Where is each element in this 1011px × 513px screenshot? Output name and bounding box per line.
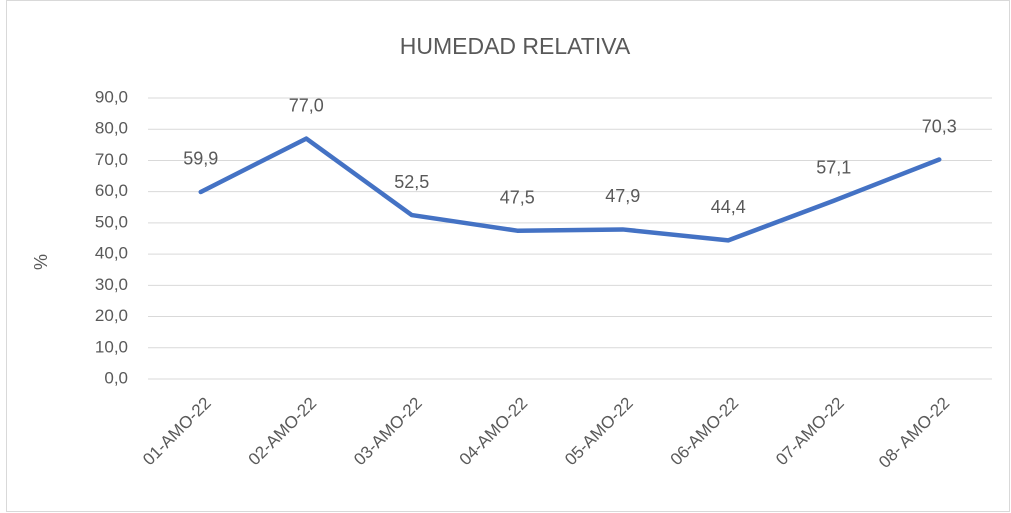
- y-tick-label: 90,0: [95, 87, 128, 106]
- y-axis-label: %: [31, 254, 51, 270]
- data-label: 44,4: [711, 197, 746, 217]
- data-label: 47,9: [605, 186, 640, 206]
- data-label: 59,9: [183, 149, 218, 169]
- y-tick-label: 80,0: [95, 119, 128, 138]
- data-label: 57,1: [816, 157, 851, 177]
- y-tick-label: 30,0: [95, 275, 128, 294]
- chart-border: [6, 0, 1010, 512]
- data-label: 77,0: [289, 95, 324, 115]
- y-tick-label: 50,0: [95, 212, 128, 231]
- y-tick-label: 70,0: [95, 150, 128, 169]
- y-tick-label: 60,0: [95, 181, 128, 200]
- y-tick-label: 0,0: [104, 368, 128, 387]
- data-label: 70,3: [922, 116, 957, 136]
- data-label: 47,5: [500, 187, 535, 207]
- data-label: 52,5: [394, 172, 429, 192]
- chart-title: HUMEDAD RELATIVA: [400, 33, 631, 59]
- y-tick-label: 20,0: [95, 306, 128, 325]
- y-tick-label: 40,0: [95, 244, 128, 263]
- y-tick-label: 10,0: [95, 337, 128, 356]
- line: [198, 136, 942, 243]
